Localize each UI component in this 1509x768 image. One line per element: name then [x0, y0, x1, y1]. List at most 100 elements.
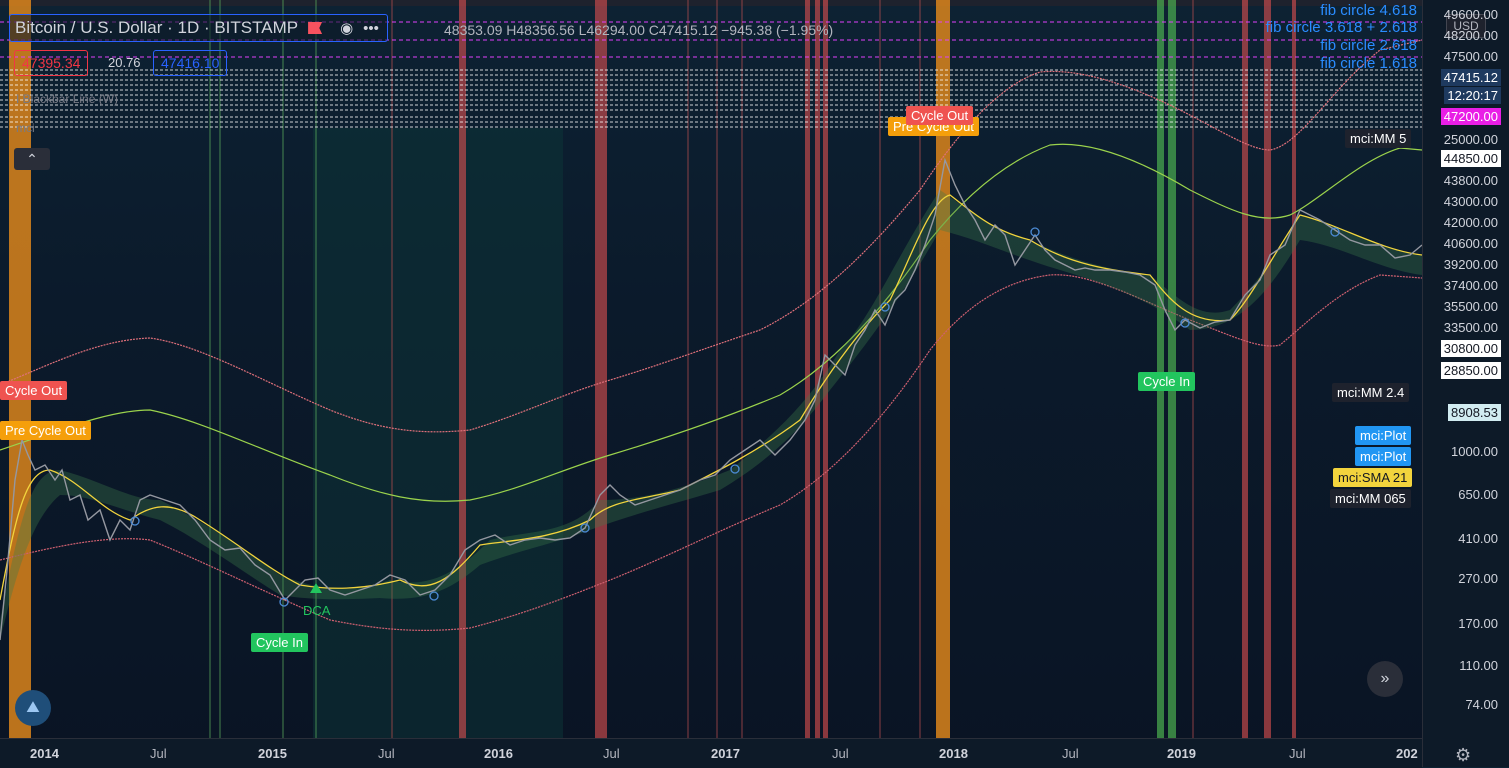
price-label: 43000.00	[1443, 194, 1498, 209]
tag-sma21: mci:SMA 21	[1333, 468, 1413, 487]
upper-band-line	[0, 39, 1422, 433]
flag-icon[interactable]	[308, 22, 323, 34]
time-label: Jul	[1289, 746, 1306, 761]
price-series	[0, 157, 1422, 641]
band-red-6	[1242, 0, 1248, 738]
band-red-1	[459, 0, 466, 738]
dca-label: DCA	[303, 603, 331, 618]
band-red-2	[595, 0, 607, 738]
price-label: 48200.00	[1443, 28, 1498, 43]
price-label: 42000.00	[1443, 215, 1498, 230]
bid-price[interactable]: 47395.34	[14, 50, 89, 76]
price-label: 49600.00	[1443, 7, 1498, 22]
band-red-5	[823, 0, 828, 738]
thin-red-lines	[391, 0, 1194, 738]
tag-plot-1: mci:Plot	[1355, 426, 1412, 445]
time-label: 2015	[258, 746, 287, 761]
lower-band-line	[0, 274, 1422, 631]
price-label: 410.00	[1458, 531, 1498, 546]
tag-mm065: mci:MM 065	[1330, 489, 1411, 508]
time-label: Jul	[603, 746, 620, 761]
collapse-legend-button[interactable]: ⌃	[14, 148, 50, 170]
band-red-7	[1264, 0, 1271, 738]
fib-label-1618: fib circle 1.618	[1320, 55, 1417, 72]
fib-label-4618: fib circle 4.618	[1320, 2, 1417, 19]
price-label: 43800.00	[1443, 173, 1498, 188]
ask-price[interactable]: 47416.10	[153, 50, 228, 76]
cycle-out-tag-2: Cycle Out	[906, 106, 974, 125]
band-orange-2	[936, 0, 950, 738]
time-label: 2016	[484, 746, 513, 761]
price-label: 74.00	[1465, 697, 1498, 712]
cycle-in-tag-2: Cycle In	[1138, 372, 1195, 391]
price-label: 35500.00	[1443, 299, 1498, 314]
price-label: 39200.00	[1443, 257, 1498, 272]
cycle-out-tag-1: Cycle Out	[0, 381, 68, 400]
alert-price-label: 47200.00	[1440, 108, 1501, 125]
indicator-line[interactable]: I Blackbar Line (W)	[16, 92, 119, 106]
time-label: Jul	[378, 746, 395, 761]
time-axis[interactable]	[0, 738, 1422, 768]
thin-green-lines	[209, 0, 317, 738]
price-label: 28850.00	[1440, 362, 1501, 379]
price-label: 1000.00	[1451, 444, 1498, 459]
band-green-1	[1157, 0, 1164, 738]
tradingview-logo-button[interactable]: ⛰	[15, 690, 51, 726]
price-label: 270.00	[1458, 571, 1498, 586]
mid-band-line	[0, 143, 1422, 502]
top-toolbar-strip	[0, 0, 1509, 6]
tag-mm24: mci:MM 2.4	[1332, 383, 1410, 402]
time-label: 2018	[939, 746, 968, 761]
tradingview-logo-icon: ⛰	[26, 699, 40, 716]
settings-gear-icon[interactable]: ⚙	[1455, 745, 1472, 765]
ohlc-values: 48353.09 H48356.56 L46294.00 C47415.12 −…	[444, 22, 834, 38]
price-label: 25000.00	[1443, 132, 1498, 147]
symbol-legend[interactable]: Bitcoin / U.S. Dollar · 1D · BITSTAMP ◉ …	[9, 14, 388, 42]
fib-lines	[0, 21, 1422, 58]
band-red-3	[805, 0, 810, 738]
mm24-price-label: 8908.53	[1448, 404, 1501, 421]
zone-teal	[313, 128, 563, 738]
countdown-label: 12:20:17	[1444, 87, 1501, 104]
tag-mm5: mci:MM 5	[1345, 129, 1412, 148]
price-label: 30800.00	[1440, 340, 1501, 357]
time-label: 2017	[711, 746, 740, 761]
chart-canvas[interactable]	[0, 0, 1422, 738]
price-label: 110.00	[1459, 658, 1498, 673]
scroll-to-realtime-button[interactable]: »	[1367, 661, 1403, 697]
tag-plot-2: mci:Plot	[1355, 447, 1412, 466]
price-label: 47500.00	[1443, 49, 1498, 64]
dca-marker	[310, 583, 322, 593]
cycle-in-tag-1: Cycle In	[251, 633, 308, 652]
symbol-title[interactable]: Bitcoin / U.S. Dollar · 1D · BITSTAMP	[15, 18, 299, 37]
mm5-price-label: 44850.00	[1440, 150, 1501, 167]
indicator-name[interactable]: mci	[16, 121, 35, 135]
chart-pane[interactable]	[0, 0, 1422, 738]
cloud-area	[0, 190, 1422, 640]
eye-icon[interactable]: ◉	[340, 20, 354, 37]
price-label: 37400.00	[1443, 278, 1498, 293]
price-axis[interactable]	[1422, 0, 1509, 767]
band-green-2	[1168, 0, 1176, 738]
sma-21-line	[0, 194, 1422, 601]
chevron-up-icon: ⌃	[26, 150, 38, 167]
time-label: 202	[1396, 746, 1418, 761]
band-red-8	[1292, 0, 1296, 738]
fib-label-2618: fib circle 2.618	[1320, 37, 1417, 54]
band-orange-1	[9, 0, 31, 738]
pre-cycle-out-tag-1: Pre Cycle Out	[0, 421, 91, 440]
price-label: 33500.00	[1443, 320, 1498, 335]
time-label: 2014	[30, 746, 59, 761]
time-label: Jul	[1062, 746, 1079, 761]
double-chevron-right-icon: »	[1380, 670, 1390, 687]
currency-button[interactable]: USD	[1446, 14, 1486, 38]
last-price-label: 47415.12	[1440, 69, 1501, 86]
fib-white-lines	[0, 69, 1422, 128]
time-label: Jul	[150, 746, 167, 761]
spread-value: 20.76	[108, 55, 141, 70]
price-label: 650.00	[1458, 487, 1498, 502]
price-label: 40600.00	[1443, 236, 1498, 251]
more-icon[interactable]: •••	[363, 19, 379, 37]
time-label: 2019	[1167, 746, 1196, 761]
time-label: Jul	[832, 746, 849, 761]
